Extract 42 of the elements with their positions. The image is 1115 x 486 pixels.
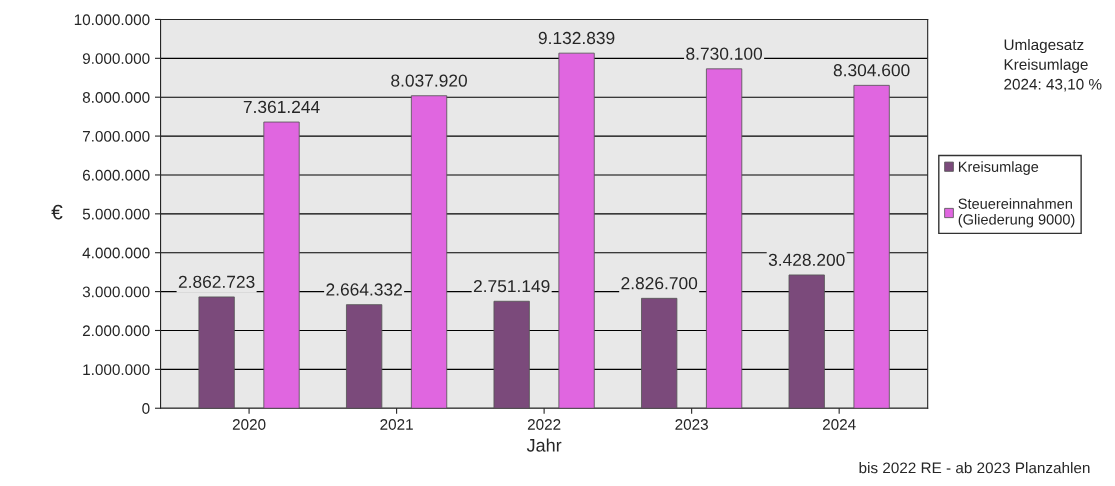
legend-label: Kreisumlage (958, 161, 1039, 175)
y-tick-label: 0 (142, 403, 150, 414)
bar (410, 95, 448, 409)
x-tick-label: 2023 (675, 419, 708, 430)
data-label: 8.304.600 (833, 64, 910, 77)
y-tick-label: 1.000.000 (83, 364, 150, 376)
x-axis-title: Jahr (526, 438, 562, 452)
bar (198, 296, 235, 409)
y-tick-label: 7.000.000 (82, 130, 150, 142)
bar (788, 274, 825, 409)
y-tick-label: 3.000.000 (82, 286, 150, 298)
data-label: 8.730.100 (686, 47, 763, 60)
data-label: 9.132.839 (538, 31, 615, 45)
bar (346, 304, 383, 409)
data-label: 8.037.920 (391, 74, 467, 87)
data-label: 3.428.200 (768, 253, 845, 266)
x-tick-label: 2020 (232, 419, 266, 430)
text: bis 2022 RE - ab 2023 Planzahlen (859, 462, 1090, 474)
bar (705, 68, 743, 409)
y-tick-label: 8.000.000 (82, 92, 150, 103)
y-tick-label: 6.000.000 (82, 169, 150, 181)
data-label: 2.664.332 (326, 283, 402, 296)
y-tick-label: 4.000.000 (82, 247, 150, 259)
bar (263, 121, 300, 409)
data-label: 2.826.700 (621, 277, 698, 290)
data-label: 2.751.149 (473, 279, 550, 293)
x-tick-label: 2024 (822, 419, 856, 430)
bar (558, 52, 595, 409)
y-tick-label: 2.000.000 (82, 325, 150, 337)
data-label: 7.361.244 (243, 100, 320, 114)
data-label: 2.862.723 (178, 275, 255, 288)
bar (853, 84, 890, 409)
bar (641, 297, 678, 409)
y-tick-label: 10.000.000 (74, 14, 150, 26)
legend-label: Steuereinnahmen (Gliederung 9000) (958, 198, 1075, 228)
y-tick-label: 9.000.000 (82, 53, 150, 65)
text: Umlagesatz Kreisumlage 2024: 43,10 % (1004, 38, 1102, 92)
x-tick-label: 2022 (527, 419, 561, 430)
x-tick-label: 2021 (380, 419, 413, 430)
y-axis-title: € (51, 204, 63, 220)
bar (493, 300, 530, 409)
y-tick-label: 5.000.000 (82, 208, 150, 220)
